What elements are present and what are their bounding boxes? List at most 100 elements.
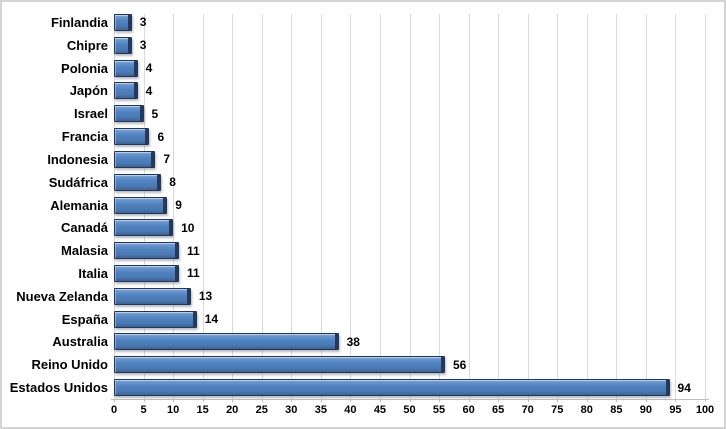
category-label: Sudáfrica [48,174,108,190]
value-label: 10 [181,220,195,235]
gridline [616,14,618,399]
bar [114,173,162,191]
gridline [439,14,441,399]
x-axis-tick [379,399,381,402]
value-label: 8 [169,175,176,190]
value-label: 13 [198,289,213,304]
x-axis-tick [527,399,529,402]
category-label: Finlandia [50,14,108,30]
x-axis-tick-label: 85 [610,404,623,416]
x-axis-tick [291,399,293,402]
value-label: 56 [452,357,467,372]
gridline [498,14,500,399]
x-axis-line [111,399,709,400]
gridline [232,14,234,399]
bar [114,219,174,237]
gridline [645,14,647,399]
x-axis-tick-label: 100 [695,404,715,416]
x-axis-tick-label: 65 [492,404,505,416]
gridline [675,14,677,399]
x-axis-tick-label: 40 [344,404,357,416]
category-label: Reino Unido [31,357,108,373]
bar [114,196,168,214]
x-axis-tick-label: 20 [226,404,239,416]
category-label: Israel [74,106,108,122]
x-axis-tick [675,399,677,402]
bar [114,287,191,305]
x-axis-tick-label: 50 [403,404,416,416]
category-label: Malasia [61,243,108,259]
value-label: 11 [187,243,200,258]
category-label: Japón [69,83,108,99]
x-axis-tick-label: 60 [462,404,475,416]
gridline [409,14,411,399]
gridline [173,14,175,399]
gridline [586,14,588,399]
x-axis-tick-label: 45 [373,404,387,416]
gridline [261,14,263,399]
category-label: Italia [78,265,108,281]
x-axis-tick [350,399,352,402]
value-label: 4 [145,83,153,98]
value-label: 9 [175,198,182,212]
x-axis-tick [705,399,706,402]
bar [114,105,144,123]
x-axis-tick-label: 95 [669,404,682,416]
category-label: Chipre [66,37,108,53]
gridline [320,14,322,399]
value-label: 38 [346,334,360,349]
x-axis-tick-label: 70 [521,404,534,416]
gridline [527,14,529,399]
x-axis-tick-label: 30 [285,404,298,416]
value-label: 3 [139,15,147,30]
x-axis-tick [173,399,175,402]
category-label: Alemania [50,197,108,213]
value-label: 5 [151,106,159,121]
x-axis-tick-label: 55 [432,404,446,416]
value-label: 4 [145,61,153,76]
gridline [291,14,293,399]
gridline [705,14,706,399]
x-axis-tick-label: 90 [639,404,653,416]
bar [114,379,670,397]
bar [114,333,339,351]
category-label: Estados Unidos [9,380,108,396]
bar [114,13,132,31]
x-axis-tick-label: 5 [140,404,147,416]
category-label: Canadá [61,220,108,236]
category-label: Francia [61,129,108,145]
x-axis-tick-label: 0 [110,404,118,416]
value-label: 11 [187,266,200,281]
category-label: España [61,311,108,327]
gridline [202,14,204,399]
category-label: Nueva Zelanda [16,288,108,304]
x-axis-tick [468,399,470,402]
value-label: 7 [163,152,171,167]
x-axis-tick [498,399,500,402]
x-axis-tick [114,399,115,402]
x-axis-tick-label: 10 [166,404,180,416]
category-label: Australia [52,334,108,350]
x-axis-tick-label: 35 [314,404,327,416]
x-axis-tick [202,399,204,402]
x-axis-tick [261,399,263,402]
bar [114,82,138,100]
x-axis-tick [232,399,234,402]
x-axis-tick [645,399,647,402]
bar [114,150,156,168]
gridline [468,14,470,399]
x-axis-tick-label: 15 [196,404,209,416]
category-label: Polonia [61,60,108,76]
bar [114,128,150,146]
bar [114,310,197,328]
x-axis-tick-label: 80 [580,404,593,416]
gridline [557,14,559,399]
x-axis-tick [586,399,588,402]
x-axis-tick [409,399,411,402]
x-axis-tick [616,399,618,402]
bar [114,59,138,77]
value-label: 6 [157,129,165,144]
x-axis-tick [320,399,322,402]
